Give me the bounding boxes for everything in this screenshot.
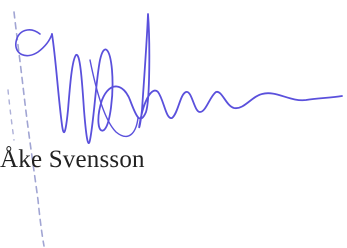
- signature-stroke: [8, 90, 14, 140]
- signature-stroke: [16, 30, 52, 56]
- signature-stroke: [90, 60, 138, 136]
- signature-strokes: [0, 0, 347, 248]
- signature-image: Åke Svensson: [0, 0, 347, 248]
- signature-stroke: [14, 12, 44, 246]
- signature-stroke: [52, 14, 342, 143]
- signer-name: Åke Svensson: [0, 146, 145, 174]
